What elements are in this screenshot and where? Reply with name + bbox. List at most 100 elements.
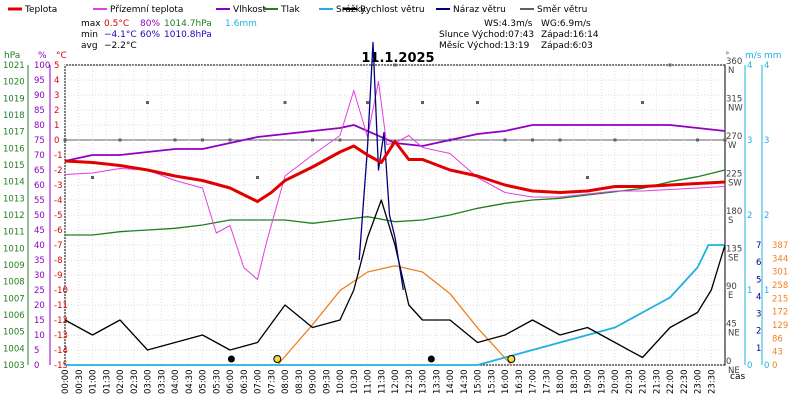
time-tick-label: 18:00	[556, 370, 566, 395]
ms-tick-label: 4	[747, 61, 752, 71]
time-tick-label: 13:00	[419, 370, 429, 395]
c-tick-label: -15	[54, 361, 68, 371]
wm-small-tick-label: 4	[756, 292, 761, 302]
pct-tick-label: 40	[34, 241, 45, 251]
c-tick-label: -4	[54, 196, 62, 206]
c-tick-label: 2	[54, 106, 59, 116]
pct-tick-label: 70	[34, 151, 45, 161]
hpa-tick-label: 1007	[3, 294, 25, 304]
time-tick-label: 22:00	[666, 370, 676, 395]
wm-small-tick-label: 7	[756, 241, 761, 251]
hpa-tick-label: 1020	[3, 78, 25, 88]
hpa-tick-label: 1013	[3, 194, 25, 204]
wind-direction-point	[201, 138, 204, 142]
wm-tick-label: 172	[772, 308, 788, 318]
time-tick-label: 20:30	[625, 370, 635, 395]
time-tick-label: 11:30	[377, 370, 387, 395]
hpa-unit: hPa	[4, 51, 20, 61]
time-tick-label: 17:00	[529, 370, 539, 395]
stats-max-press: 1014.7hPa	[164, 19, 212, 29]
hpa-tick-label: 1018	[3, 111, 25, 121]
wind-direction-point	[531, 138, 534, 142]
legend-vlhkost: Vlhkost	[233, 5, 266, 15]
c-tick-label: -3	[54, 181, 62, 191]
time-tick-label: 20:00	[611, 370, 621, 395]
plot-area: 00:00 00:30 01:00 01:30 02:00 02:30 03:00 03:30…	[3, 41, 788, 395]
time-tick-label: 03:30	[157, 370, 167, 395]
hpa-tick-label: 1010	[3, 244, 25, 254]
time-tick-label: 11:00	[364, 370, 374, 395]
c-unit: °C	[56, 51, 67, 61]
sunset-marker	[507, 355, 516, 363]
time-tick-label: 18:30	[570, 370, 580, 395]
legend: Teplota Přízemní teplota Vlhkost Tlak Sr…	[8, 5, 587, 15]
time-tick-label: 17:30	[542, 370, 552, 395]
time-tick-label: 06:00	[226, 370, 236, 395]
wind-direction-point	[256, 176, 259, 179]
hpa-tick-label: 1011	[3, 228, 25, 238]
wm-tick-label: 301	[772, 268, 788, 278]
sunrise-marker	[273, 355, 282, 363]
wind-direction-point	[641, 101, 644, 104]
wind-direction-point	[311, 138, 314, 142]
wind-direction-point	[146, 101, 149, 104]
wind-direction-point	[338, 138, 342, 142]
wind-direction-point	[91, 176, 94, 179]
time-tick-label: 15:30	[487, 370, 497, 395]
time-tick-label: 10:00	[336, 370, 346, 395]
pct-tick-label: 25	[34, 286, 45, 296]
time-tick-label: 06:30	[240, 370, 250, 395]
hpa-tick-label: 1004	[3, 344, 25, 354]
time-tick-label: 21:00	[639, 370, 649, 395]
legend-tlak: Tlak	[280, 5, 301, 15]
moonset-marker	[227, 355, 235, 363]
pct-tick-label: 10	[34, 331, 45, 341]
wm-tick-label: 86	[772, 334, 783, 344]
dir-deg-tick-label: 225	[726, 170, 742, 180]
c-tick-label: 0	[54, 136, 59, 146]
ms-tick-label: 2	[747, 211, 752, 221]
dir-name-tick-label: SE	[728, 254, 739, 264]
pct-tick-label: 50	[34, 211, 45, 221]
time-tick-label: 07:00	[254, 370, 264, 395]
pct-tick-label: 65	[34, 166, 45, 176]
hpa-tick-label: 1003	[3, 361, 25, 371]
series-ground-temperature	[64, 81, 726, 280]
time-tick-label: 01:30	[102, 370, 112, 395]
mm-tick-label: 4	[764, 61, 769, 71]
legend-rychlost-vetru: Rychlost větru	[360, 5, 425, 15]
info-sun-set: Západ:16:14	[541, 30, 599, 40]
stats-panel: max 0.5°C 80% 1014.7hPa 1.6mm min −4.1°C…	[81, 19, 599, 51]
series-wind-speed	[64, 199, 726, 359]
c-tick-label: 4	[54, 76, 59, 86]
dir-deg-tick-label: 0	[726, 357, 731, 367]
pct-tick-label: 30	[34, 271, 45, 281]
wind-direction-point	[476, 101, 479, 104]
pct-tick-label: 85	[34, 106, 45, 116]
pct-tick-label: 35	[34, 256, 45, 266]
series-pressure	[65, 169, 726, 236]
pct-tick-label: 15	[34, 316, 45, 326]
dir-deg-tick-label: 360	[726, 57, 742, 67]
time-tick-label: 15:00	[474, 370, 484, 395]
wind-direction-point	[393, 63, 397, 67]
info-sun-rise: Slunce Východ:07:43	[439, 30, 534, 40]
series-temperature	[64, 140, 726, 203]
time-tick-label: 05:30	[212, 370, 222, 395]
stats-rain-total: 1.6mm	[225, 19, 257, 29]
time-tick-label: 13:30	[432, 370, 442, 395]
hpa-tick-label: 1015	[3, 161, 25, 171]
moonrise-marker	[427, 355, 435, 363]
stats-avg-temp: −2.2°C	[104, 41, 137, 51]
dir-deg-tick-label: 315	[726, 95, 742, 105]
pct-tick-label: 5	[34, 346, 39, 356]
time-tick-label: 04:00	[171, 370, 181, 395]
c-tick-label: -9	[54, 271, 62, 281]
info-ws: WS:4.3m/s	[484, 19, 533, 29]
time-tick-label: 16:30	[515, 370, 525, 395]
hpa-tick-label: 1016	[3, 144, 25, 154]
pct-tick-label: 95	[34, 76, 45, 86]
wm-tick-label: 129	[772, 321, 788, 331]
c-tick-label: -6	[54, 226, 62, 236]
